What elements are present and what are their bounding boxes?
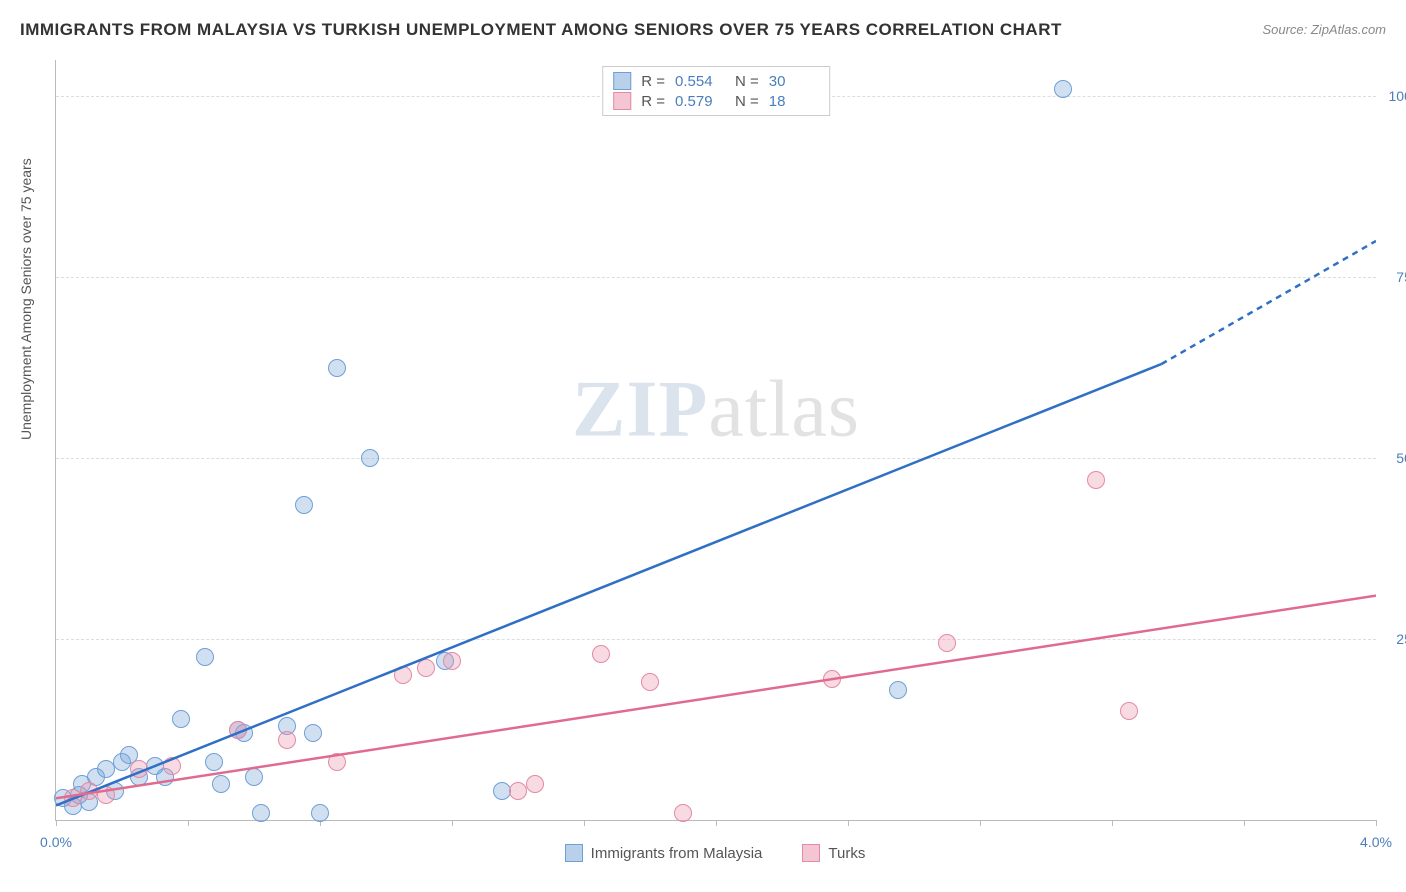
y-tick-label: 100.0% (1381, 88, 1406, 104)
legend-row: R = 0.554 N = 30 (613, 71, 819, 91)
legend-swatch (613, 72, 631, 90)
r-label: R = (641, 73, 665, 90)
trend-lines-layer (56, 60, 1376, 820)
x-tick (1376, 820, 1377, 826)
y-tick-label: 50.0% (1381, 450, 1406, 466)
trend-line-extrapolated (1162, 241, 1377, 364)
data-point (592, 645, 610, 663)
data-point (889, 681, 907, 699)
x-tick (716, 820, 717, 826)
data-point (64, 789, 82, 807)
y-axis-label: Unemployment Among Seniors over 75 years (18, 158, 34, 440)
watermark-atlas: atlas (708, 365, 860, 453)
x-tick (980, 820, 981, 826)
data-point (196, 648, 214, 666)
data-point (938, 634, 956, 652)
gridline (56, 639, 1376, 640)
legend-label: Turks (828, 845, 865, 862)
gridline (56, 277, 1376, 278)
data-point (417, 659, 435, 677)
legend-row: R = 0.579 N = 18 (613, 91, 819, 111)
data-point (172, 710, 190, 728)
data-point (394, 666, 412, 684)
legend-swatch (802, 844, 820, 862)
data-point (526, 775, 544, 793)
n-label: N = (735, 73, 759, 90)
data-point (641, 673, 659, 691)
data-point (328, 753, 346, 771)
data-point (97, 786, 115, 804)
n-label: N = (735, 93, 759, 110)
data-point (130, 760, 148, 778)
chart-title: IMMIGRANTS FROM MALAYSIA VS TURKISH UNEM… (20, 20, 1062, 40)
legend-swatch (613, 92, 631, 110)
data-point (1120, 702, 1138, 720)
data-point (823, 670, 841, 688)
data-point (229, 721, 247, 739)
gridline (56, 458, 1376, 459)
data-point (212, 775, 230, 793)
data-point (311, 804, 329, 822)
data-point (278, 731, 296, 749)
n-value: 30 (769, 73, 819, 90)
r-label: R = (641, 93, 665, 110)
data-point (80, 782, 98, 800)
data-point (328, 359, 346, 377)
data-point (493, 782, 511, 800)
r-value: 0.554 (675, 73, 725, 90)
watermark-zip: ZIP (572, 365, 708, 453)
x-tick (584, 820, 585, 826)
watermark: ZIPatlas (572, 364, 860, 455)
series-legend: Immigrants from Malaysia Turks (55, 844, 1375, 862)
x-tick (1244, 820, 1245, 826)
x-tick (848, 820, 849, 826)
data-point (252, 804, 270, 822)
x-tick (56, 820, 57, 826)
data-point (304, 724, 322, 742)
data-point (1087, 471, 1105, 489)
x-tick (452, 820, 453, 826)
data-point (1054, 80, 1072, 98)
legend-item: Turks (802, 844, 865, 862)
data-point (205, 753, 223, 771)
x-tick (1112, 820, 1113, 826)
plot-area: ZIPatlas R =0.554N =30R =0.579N =18 25.0… (55, 60, 1376, 821)
y-tick-label: 25.0% (1381, 631, 1406, 647)
data-point (245, 768, 263, 786)
n-value: 18 (769, 93, 819, 110)
correlation-legend: R = 0.554 N = 30 R = 0.579 N = 18 (602, 66, 830, 116)
data-point (97, 760, 115, 778)
data-point (509, 782, 527, 800)
data-point (443, 652, 461, 670)
legend-label: Immigrants from Malaysia (591, 845, 763, 862)
trend-line (56, 364, 1162, 806)
data-point (295, 496, 313, 514)
x-tick (188, 820, 189, 826)
y-tick-label: 75.0% (1381, 269, 1406, 285)
r-value: 0.579 (675, 93, 725, 110)
data-point (163, 757, 181, 775)
data-point (674, 804, 692, 822)
data-point (361, 449, 379, 467)
legend-swatch (565, 844, 583, 862)
source-label: Source: ZipAtlas.com (1262, 22, 1386, 37)
legend-item: Immigrants from Malaysia (565, 844, 763, 862)
